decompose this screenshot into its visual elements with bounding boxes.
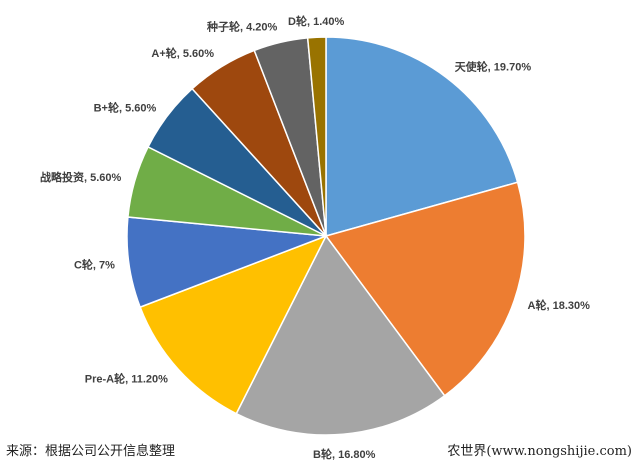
data-label-0: 天使轮, 19.70% — [455, 59, 532, 73]
data-label-5: 战略投资, 5.60% — [40, 170, 122, 184]
credit-note: 农世界(www.nongshijie.com) — [447, 444, 632, 459]
pie-slice-2 — [235, 234, 446, 436]
pie-slice-1 — [324, 181, 526, 397]
data-label-1: A轮, 18.30% — [528, 298, 591, 312]
data-label-6: B+轮, 5.60% — [94, 100, 157, 114]
data-label-8: 种子轮, 4.20% — [206, 20, 278, 34]
data-label-3: Pre-A轮, 11.20% — [85, 372, 168, 386]
pie-slice-9 — [306, 36, 327, 237]
data-label-7: A+轮, 5.60% — [151, 46, 214, 60]
pie-slice-0 — [325, 36, 519, 237]
pie-slice-3 — [139, 234, 328, 415]
source-note: 来源：根据公司公开信息整理 — [6, 444, 176, 459]
data-label-2: B轮, 16.80% — [313, 447, 376, 461]
data-label-4: C轮, 7% — [74, 258, 115, 272]
data-label-9: D轮, 1.40% — [288, 14, 344, 28]
